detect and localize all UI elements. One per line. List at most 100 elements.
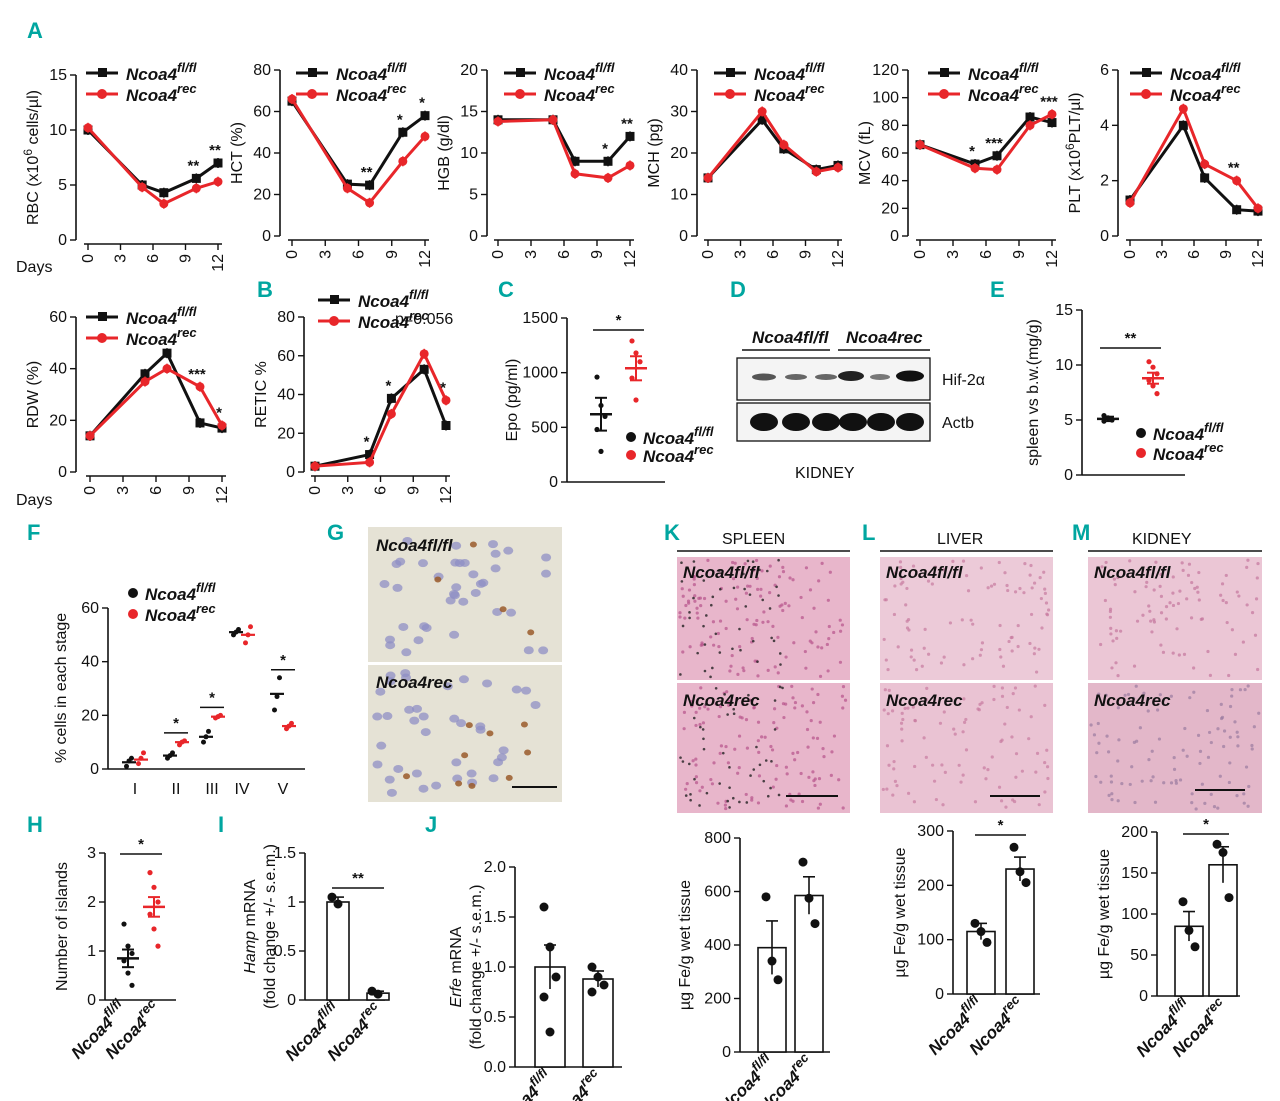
F-stages-significance: *	[280, 652, 286, 669]
ihc-brown-cell	[505, 774, 513, 781]
histo-stain-dot	[791, 751, 795, 756]
histo-stain-dot	[906, 706, 910, 710]
K-spleen-iron-point-0	[767, 956, 777, 966]
histo-iron-dot	[692, 596, 695, 600]
histo-stain-dot	[999, 799, 1004, 803]
histo-stain-dot	[992, 684, 996, 688]
histo-stain-dot	[694, 763, 698, 767]
histo-stain-dot	[999, 655, 1003, 659]
histo-stain-dot	[1174, 781, 1178, 785]
histo-stain-dot	[1130, 765, 1134, 769]
histo-stain-dot	[1145, 580, 1149, 584]
histo-iron-dot	[680, 580, 684, 583]
histo-stain-dot	[1205, 708, 1210, 713]
histo-stain-dot	[1171, 591, 1175, 595]
histo-stain-dot	[1196, 733, 1201, 737]
A-HGB-point-1	[548, 115, 558, 125]
histo-stain-dot	[1132, 664, 1137, 668]
histo-stain-dot	[700, 785, 704, 789]
histo-stain-dot	[957, 763, 961, 767]
wb-actb-band-6	[896, 413, 924, 431]
histo-stain-dot	[686, 599, 691, 603]
histo-stain-dot	[689, 699, 693, 704]
A-HCT-xtick-label: 12	[417, 250, 434, 268]
A-MCV-ytick-label: 20	[881, 200, 899, 217]
A-MCV-significance: ***	[985, 135, 1003, 152]
histo-stain-dot	[1147, 758, 1151, 762]
ihc-nucleus	[541, 553, 552, 562]
histo-stain-dot	[1172, 767, 1177, 772]
A-PLT-point-1	[1232, 176, 1242, 186]
H-islands-point-1	[147, 870, 153, 876]
histo-stain-dot	[808, 588, 813, 592]
histo-stain-dot	[1109, 774, 1113, 778]
histo-stain-dot	[718, 705, 723, 709]
L-liver-iron-point-0	[982, 937, 992, 947]
A-HCT-point-1	[420, 131, 430, 141]
histo-stain-dot	[952, 727, 956, 731]
western-blot: Ncoa4fl/fl Ncoa4rec Hif-2α Actb KIDNEY	[736, 328, 985, 482]
A-MCH-ytick-label: 30	[670, 104, 688, 121]
histo-stain-dot	[738, 644, 742, 649]
histo-stain-dot	[766, 668, 770, 672]
ihc-nucleus	[376, 741, 387, 750]
histo-iron-dot	[709, 675, 712, 679]
histo-stain-dot	[742, 669, 746, 673]
histo-stain-dot	[1103, 598, 1107, 603]
histo-stain-dot	[750, 798, 754, 802]
F-stages-point-0	[124, 763, 129, 769]
I-Hamp-significance: **	[352, 870, 364, 887]
histo-iron-dot	[777, 558, 780, 562]
A-PLT-point-1	[1253, 203, 1263, 213]
K-spleen-iron-ytick-label: 800	[704, 830, 731, 847]
J-Erfe-point-1	[593, 972, 603, 982]
A-HCT-ytick-label: 60	[253, 104, 271, 121]
days-label-row1: Days	[16, 259, 52, 276]
histo-stain-dot	[1003, 722, 1007, 726]
A-PLT-legend-marker	[1142, 68, 1151, 77]
histo-stain-dot	[1034, 770, 1038, 774]
histo-stain-dot	[884, 598, 888, 602]
histo-stain-dot	[1219, 716, 1224, 721]
histo-stain-dot	[771, 624, 775, 628]
histo-stain-dot	[752, 706, 756, 710]
histo-stain-dot	[899, 565, 903, 570]
histo-stain-dot	[741, 702, 745, 707]
histo-stain-dot	[757, 774, 762, 778]
histo-stain-dot	[1135, 739, 1139, 743]
A-MCH-legend-label: Ncoa4rec	[754, 81, 825, 105]
H-islands-point-0	[129, 982, 135, 988]
histo-stain-dot	[1003, 571, 1007, 575]
histo-stain-dot	[982, 766, 986, 770]
histo-stain-dot	[1028, 573, 1032, 577]
histo-stain-dot	[820, 561, 824, 565]
histo-stain-dot	[809, 719, 813, 723]
histo-iron-dot	[692, 716, 696, 720]
histo-stain-dot	[1035, 751, 1040, 756]
histo-stain-dot	[1040, 626, 1044, 630]
histo-stain-dot	[1039, 596, 1043, 601]
histo-iron-dot	[744, 605, 748, 608]
A-RDW-ytick-label: 20	[49, 412, 67, 429]
ihc-brown-cell	[461, 752, 469, 759]
histo-stain-dot	[1000, 738, 1004, 742]
L-liver-iron-point-0	[976, 927, 986, 937]
histo-stain-dot	[697, 596, 701, 600]
F-stages-point-0	[129, 755, 134, 761]
histo-stain-dot	[907, 628, 911, 632]
histo-iron-dot	[769, 786, 772, 790]
ihc-nucleus	[511, 685, 522, 694]
A-RBC-xtick-label: 0	[80, 254, 97, 263]
A-HCT-ytick-label: 20	[253, 187, 271, 204]
A-HCT-significance: *	[397, 111, 403, 128]
K-spleen-iron-bar-1	[794, 894, 824, 1053]
histo-iron-dot	[681, 624, 685, 628]
histo-iron-dot	[709, 603, 713, 607]
A-HGB-xtick-label: 6	[556, 250, 573, 259]
histo-stain-dot	[781, 702, 786, 706]
histo-stain-dot	[784, 804, 789, 808]
histo-iron-dot	[766, 794, 770, 798]
